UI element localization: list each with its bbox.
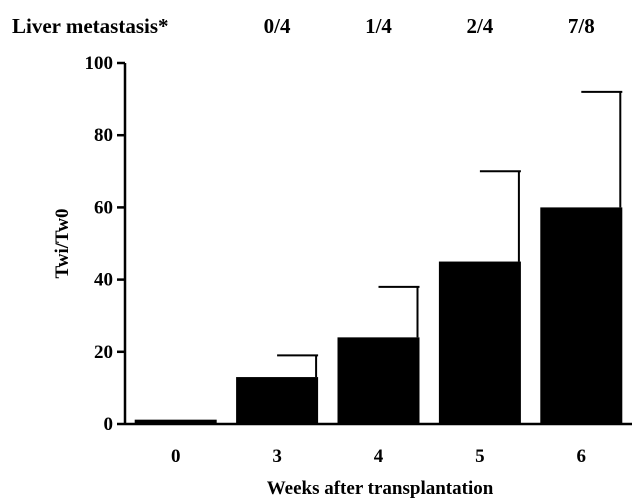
bar-week-6 xyxy=(540,207,623,424)
bars xyxy=(134,90,623,424)
y-axis-label: Twi/Tw0 xyxy=(52,208,73,278)
metastasis-count: 2/4 xyxy=(466,14,493,38)
y-tick-label: 40 xyxy=(94,270,113,291)
x-tick-label: 6 xyxy=(577,446,587,467)
y-tick-label: 60 xyxy=(94,197,113,218)
metastasis-header-label: Liver metastasis* xyxy=(12,14,169,38)
metastasis-count: 1/4 xyxy=(365,14,392,38)
y-tick-label: 20 xyxy=(94,342,113,363)
y-tick-label: 80 xyxy=(94,125,113,146)
bar-week-4 xyxy=(337,337,420,424)
metastasis-header: Liver metastasis* 0/4 1/4 2/4 7/8 xyxy=(12,14,595,38)
x-tick-label: 0 xyxy=(171,446,181,467)
metastasis-count: 7/8 xyxy=(568,14,595,38)
x-tick-label: 3 xyxy=(272,446,282,467)
bar-week-0 xyxy=(134,419,217,424)
bar-week-5 xyxy=(438,261,521,424)
metastasis-count: 0/4 xyxy=(264,14,291,38)
y-tick-label: 100 xyxy=(85,53,114,74)
y-axis: 0 20 40 60 80 100 xyxy=(85,53,127,435)
x-tick-label: 5 xyxy=(475,446,485,467)
x-tick-label: 4 xyxy=(374,446,384,467)
x-axis: 0 3 4 5 6 xyxy=(125,422,632,467)
bar-week-3 xyxy=(236,377,319,424)
y-tick-label: 0 xyxy=(104,414,114,435)
x-axis-label: Weeks after transplantation xyxy=(267,478,494,499)
